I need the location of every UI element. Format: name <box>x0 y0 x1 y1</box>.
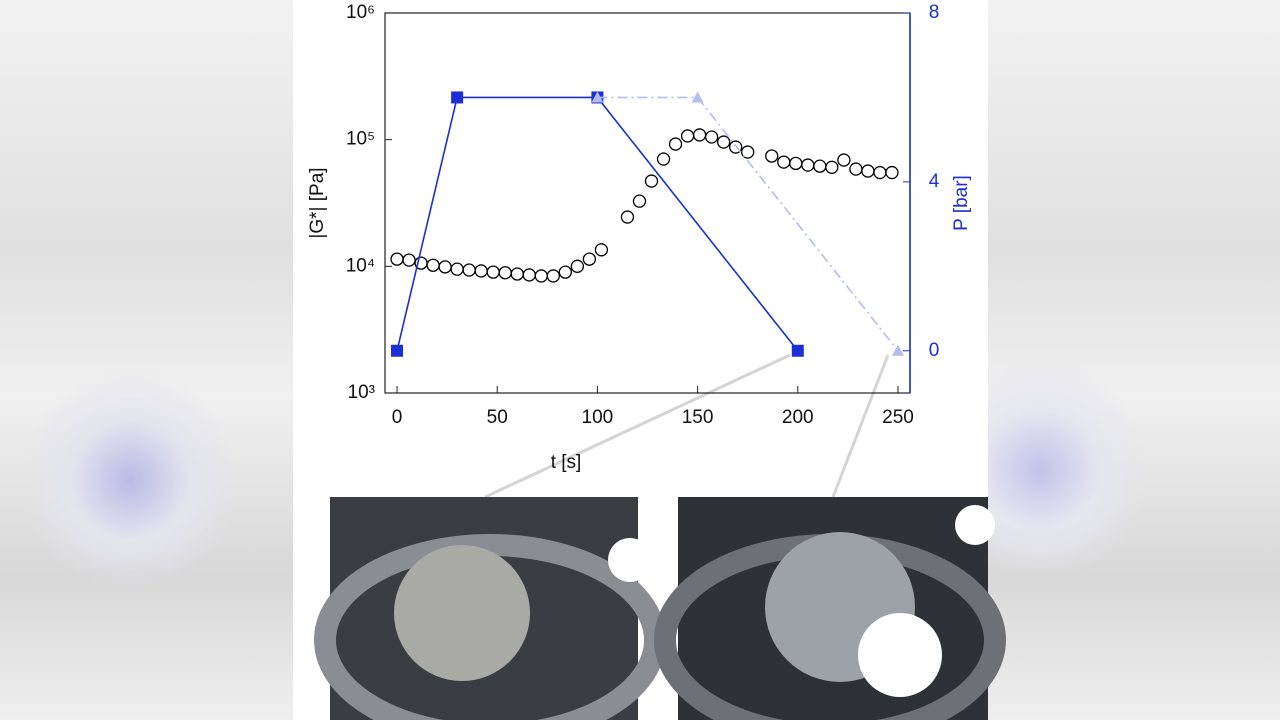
data-point <box>691 91 704 103</box>
x-tick-label: 250 <box>882 407 914 428</box>
photo-left <box>314 353 791 720</box>
y2-tick-label: 4 <box>929 171 940 192</box>
y-tick-label: 10⁵ <box>346 129 375 150</box>
x-tick-label: 0 <box>392 407 403 428</box>
data-point <box>594 243 609 257</box>
y-tick-label: 10⁴ <box>346 255 375 276</box>
data-point <box>837 153 851 167</box>
x-axis-label: t [s] <box>551 452 582 473</box>
data-point <box>591 91 604 103</box>
data-point <box>644 174 659 188</box>
data-point <box>402 253 416 267</box>
x-tick-label: 50 <box>487 407 508 428</box>
data-point <box>620 210 635 224</box>
data-point <box>668 137 683 151</box>
data-point <box>716 135 731 149</box>
data-point <box>451 91 464 104</box>
data-point <box>825 160 839 174</box>
data-point <box>765 149 779 163</box>
y-tick-label: 10⁶ <box>346 2 375 23</box>
photo-right <box>654 354 1006 720</box>
data-point <box>632 194 647 208</box>
data-point <box>729 140 743 154</box>
y2-tick-label: 8 <box>929 2 940 23</box>
data-point <box>391 344 404 357</box>
data-point <box>704 130 719 144</box>
data-point <box>558 265 572 279</box>
data-point <box>885 165 899 180</box>
data-point <box>656 152 671 166</box>
x-tick-label: 200 <box>782 407 814 428</box>
data-point <box>791 344 804 357</box>
series-line <box>396 96 799 352</box>
data-point <box>546 269 560 283</box>
data-point <box>741 145 755 159</box>
data-point <box>582 252 597 266</box>
y-axis-label: |G*| [Pa] <box>307 167 328 238</box>
x-tick-label: 150 <box>682 407 714 428</box>
y-tick-label: 10³ <box>348 382 375 403</box>
y2-axis-label: P [bar] <box>951 175 972 231</box>
x-tick-label: 100 <box>582 407 614 428</box>
data-point <box>891 344 904 356</box>
data-point <box>570 259 585 273</box>
y2-tick-label: 0 <box>929 340 940 361</box>
